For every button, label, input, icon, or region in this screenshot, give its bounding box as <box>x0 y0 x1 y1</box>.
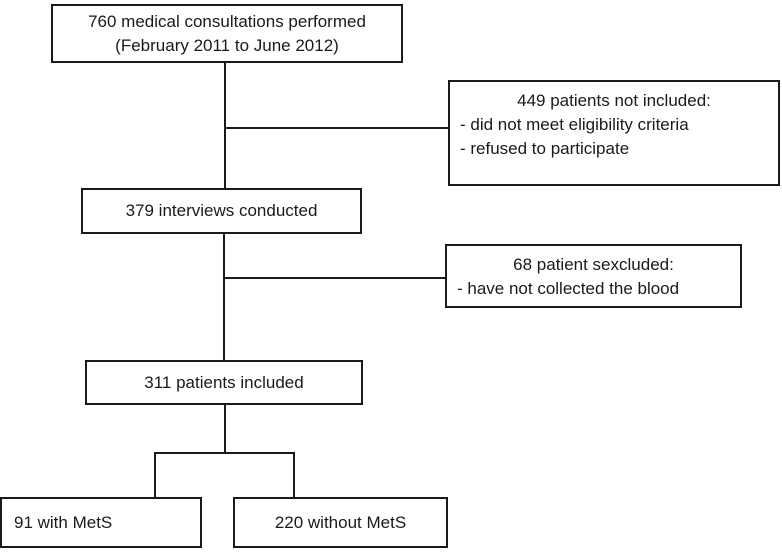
without-mets-label: 220 without MetS <box>274 512 407 532</box>
consultations-line2: (February 2011 to June 2012) <box>115 35 339 55</box>
included-label: 311 patients included <box>144 372 304 392</box>
with-mets-label: 91 with MetS <box>14 512 113 532</box>
not-included-item: - did not meet eligibility criteria <box>460 115 689 134</box>
connector-branch-to-excluded <box>223 277 445 279</box>
connector-split-to-without-mets <box>293 452 295 497</box>
excluded-title: 68 patient sexcluded: <box>513 255 674 274</box>
connector-split-to-with-mets <box>154 452 156 497</box>
box-interviews-conducted: 379 interviews conducted <box>81 188 362 234</box>
box-with-mets: 91 with MetS <box>0 497 202 548</box>
box-patients-not-included: 449 patients not included: - did not mee… <box>448 80 780 186</box>
box-consultations-performed: 760 medical consultations performed (Feb… <box>51 4 403 63</box>
connector-included-down-stem <box>224 405 226 454</box>
excluded-item: - have not collected the blood <box>457 279 680 298</box>
not-included-title: 449 patients not included: <box>517 91 711 110</box>
connector-interviews-to-included <box>223 233 225 360</box>
consultations-line1: 760 medical consultations performed <box>88 11 366 31</box>
box-without-mets: 220 without MetS <box>233 497 448 548</box>
connector-consultations-to-interviews <box>224 63 226 188</box>
not-included-item: - refused to participate <box>460 139 630 158</box>
connector-branch-to-not-included <box>224 127 448 129</box>
box-patients-excluded: 68 patient sexcluded: - have not collect… <box>445 244 742 308</box>
interviews-label: 379 interviews conducted <box>125 201 318 220</box>
connector-split-horizontal <box>154 452 295 454</box>
box-patients-included: 311 patients included <box>85 360 363 405</box>
